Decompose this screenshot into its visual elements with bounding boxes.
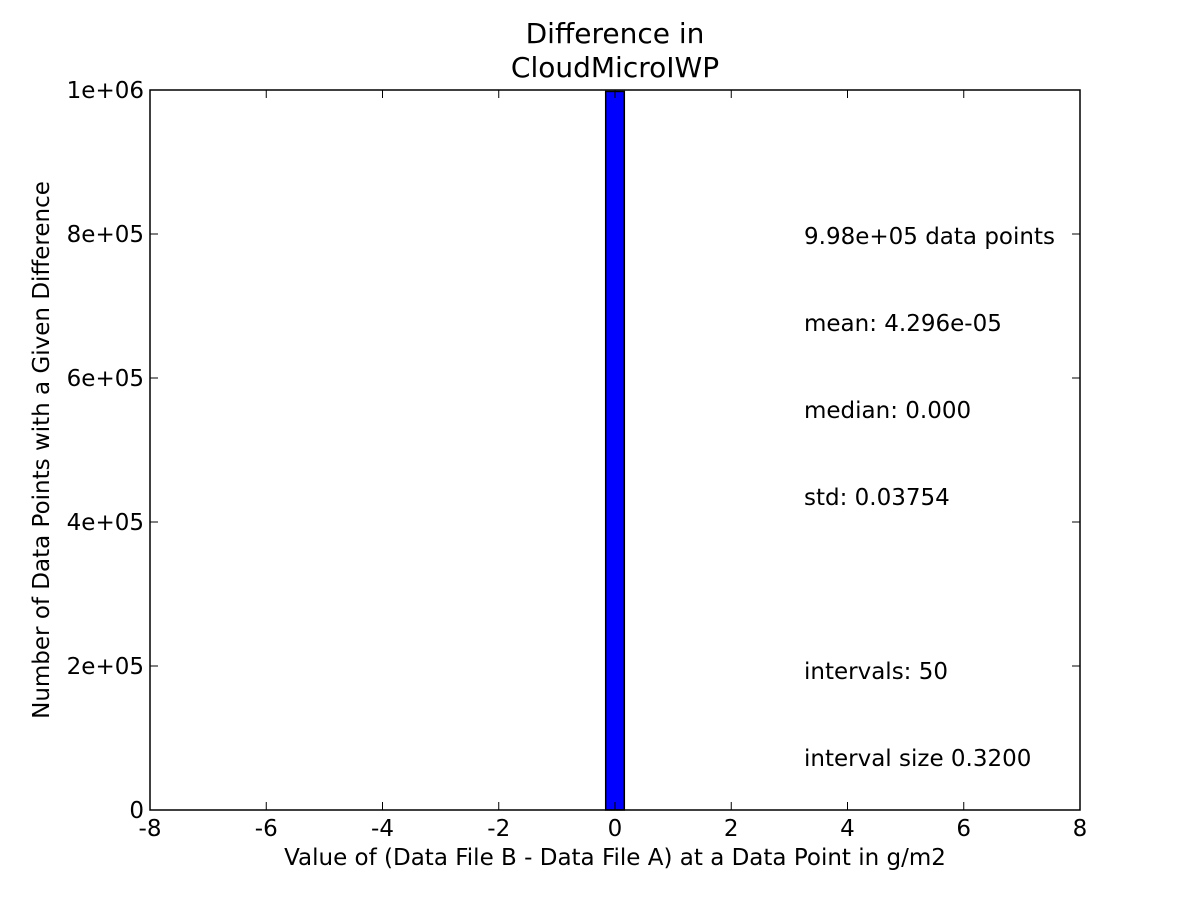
x-tick-label: 6 (956, 816, 971, 842)
x-axis-ticks: -8 -6 -4 -2 0 2 4 6 8 (139, 90, 1088, 842)
y-tick-label: 2e+05 (67, 654, 144, 680)
bars-layer (604, 90, 626, 811)
stats-line-interval-size: interval size 0.3200 (804, 746, 1032, 772)
stats-annotation: 9.98e+05 data points mean: 4.296e-05 med… (804, 165, 1055, 803)
x-tick-label: 2 (724, 816, 739, 842)
x-tick-label: 8 (1073, 816, 1088, 842)
y-tick-label: 8e+05 (67, 222, 144, 248)
chart-title-line-1: Difference in (525, 17, 705, 50)
stats-line-intervals: intervals: 50 (804, 659, 948, 685)
stats-line-blank (804, 571, 1055, 600)
y-tick-label: 0 (129, 798, 144, 824)
stats-line-median: median: 0.000 (804, 398, 972, 424)
x-tick-label: 4 (840, 816, 855, 842)
y-tick-label: 6e+05 (67, 366, 144, 392)
x-axis-label: Value of (Data File B - Data File A) at … (284, 845, 946, 871)
y-axis-label: Number of Data Points with a Given Diffe… (29, 181, 55, 719)
chart-title-line-2: CloudMicroIWP (510, 51, 720, 84)
histogram-bar (604, 90, 626, 811)
x-tick-label: -8 (139, 816, 162, 842)
x-tick-label: -2 (487, 816, 510, 842)
x-tick-label: -6 (255, 816, 278, 842)
x-tick-label: -4 (371, 816, 394, 842)
stats-line-std: std: 0.03754 (804, 485, 950, 511)
y-axis-ticks: 0 2e+05 4e+05 6e+05 8e+05 1e+06 (67, 78, 1080, 824)
stats-line-mean: mean: 4.296e-05 (804, 311, 1002, 337)
y-tick-label: 1e+06 (67, 78, 144, 104)
x-tick-label: 0 (608, 816, 623, 842)
stats-line-count: 9.98e+05 data points (804, 224, 1055, 250)
y-tick-label: 4e+05 (67, 510, 144, 536)
